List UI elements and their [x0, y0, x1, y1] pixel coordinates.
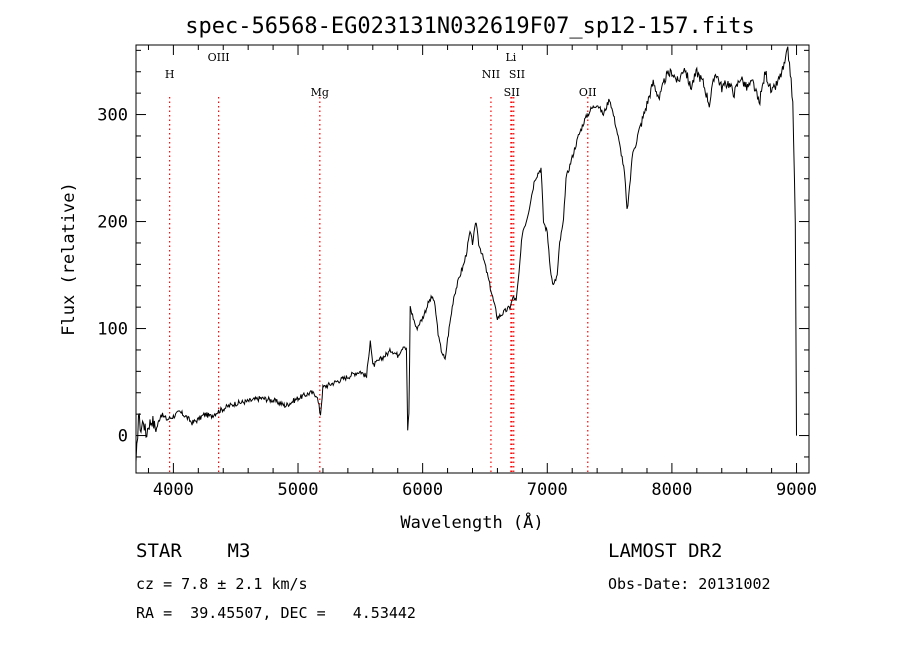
redshift-cz: cz = 7.8 ± 2.1 km/s [136, 575, 308, 593]
line-label: SII [504, 86, 520, 99]
x-tick-label: 5000 [278, 480, 319, 500]
x-tick-label: 8000 [651, 480, 692, 500]
y-tick-label: 100 [97, 320, 128, 340]
y-tick-label: 0 [118, 427, 128, 447]
line-label: NII [482, 68, 500, 81]
ra-dec: RA = 39.45507, DEC = 4.53442 [136, 604, 416, 622]
x-tick-label: 6000 [402, 480, 443, 500]
line-markers: H OIII Mg NII Li SII SII OII [165, 51, 597, 473]
x-tick-label: 4000 [153, 480, 194, 500]
y-tick-label: 300 [97, 106, 128, 126]
x-tick-label: 9000 [776, 480, 817, 500]
y-axis-label: Flux (relative) [59, 182, 79, 336]
plot-frame [135, 44, 810, 474]
x-axis-label: Wavelength (Å) [400, 511, 543, 533]
obs-date: Obs-Date: 20131002 [608, 575, 771, 593]
axis-ticks: 4000 5000 6000 7000 8000 9000 0 100 200 300 [97, 45, 817, 500]
y-tick-label: 200 [97, 213, 128, 233]
line-label: SII [509, 68, 525, 81]
spectrum-line [135, 46, 797, 462]
line-label: Li [505, 51, 516, 64]
object-class: STAR M3 [136, 540, 251, 562]
line-label: H [165, 68, 175, 81]
chart-title: spec-56568-EG023131N032619F07_sp12-157.f… [185, 14, 755, 39]
x-tick-label: 7000 [527, 480, 568, 500]
survey-name: LAMOST DR2 [608, 540, 723, 562]
plot-area [135, 46, 797, 462]
line-label: OII [579, 86, 597, 99]
line-label: Mg [311, 86, 329, 99]
line-label: OIII [208, 51, 230, 64]
